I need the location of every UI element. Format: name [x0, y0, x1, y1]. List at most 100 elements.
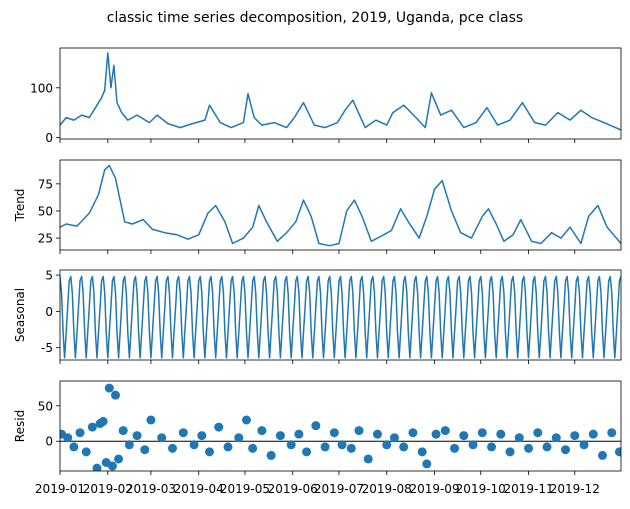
y-tick-label-seasonal: -5 [41, 341, 53, 355]
resid-point [197, 431, 207, 441]
resid-point [487, 442, 497, 452]
resid-point [408, 428, 418, 438]
resid-point [104, 383, 114, 393]
resid-point [87, 422, 97, 432]
x-tick-label: 2019-04 [174, 482, 224, 496]
resid-point [431, 429, 441, 439]
resid-point [168, 443, 178, 453]
resid-point [389, 433, 399, 443]
resid-point [257, 426, 267, 436]
resid-point [459, 431, 469, 441]
resid-point [337, 440, 347, 450]
y-tick-label-trend: 50 [38, 204, 53, 218]
resid-point [110, 390, 120, 400]
resid-point [81, 447, 91, 457]
resid-point [440, 426, 450, 436]
y-tick-label-observed: 100 [30, 81, 53, 95]
resid-point [372, 429, 382, 439]
resid-point [607, 428, 617, 438]
x-tick-label: 2019-10 [456, 482, 506, 496]
resid-point [417, 447, 427, 457]
resid-point [514, 433, 524, 443]
resid-point [234, 433, 244, 443]
resid-point [354, 426, 364, 436]
resid-point [382, 440, 392, 450]
resid-point [551, 433, 561, 443]
y-tick-label-resid: 50 [38, 399, 53, 413]
x-tick-label: 2019-01 [35, 482, 85, 496]
resid-point [311, 421, 321, 431]
x-tick-label: 2019-12 [550, 482, 600, 496]
resid-point [140, 445, 150, 455]
resid-point [124, 440, 134, 450]
panel-trend: 25 50 75 Trend [13, 159, 622, 254]
x-tick-label: 2019-05 [220, 482, 270, 496]
y-axis-label-resid: Resid [13, 410, 27, 442]
y-tick-label-observed: 0 [45, 131, 53, 145]
x-axis: 2019-012019-022019-032019-042019-052019-… [35, 482, 600, 496]
resid-point [98, 416, 108, 426]
resid-point [468, 440, 478, 450]
resid-point [146, 415, 156, 425]
resid-point [107, 461, 117, 471]
x-tick-label: 2019-03 [126, 482, 176, 496]
resid-point [598, 450, 608, 460]
resid-point [294, 429, 304, 439]
panel-frame-observed [59, 47, 622, 140]
resid-point [75, 428, 85, 438]
panel-seasonal: -5 0 5 Seasonal [13, 269, 622, 364]
resid-point [329, 428, 339, 438]
y-tick-label-trend: 25 [38, 232, 53, 246]
panel-frame-seasonal [59, 269, 622, 361]
resid-point [241, 415, 251, 425]
y-tick-label-trend: 75 [38, 177, 53, 191]
series-line-seasonal [60, 275, 621, 359]
resid-point [92, 463, 102, 471]
series-line-trend [60, 164, 621, 247]
resid-point [320, 442, 330, 452]
resid-point [275, 431, 285, 441]
y-tick-label-seasonal: 0 [45, 305, 53, 319]
panel-frame-trend [59, 159, 622, 251]
resid-point [69, 442, 79, 452]
x-tick-label: 2019-11 [503, 482, 553, 496]
resid-point [561, 445, 571, 455]
resid-point [286, 440, 296, 450]
y-tick-label-seasonal: 5 [45, 269, 53, 283]
resid-point [214, 422, 224, 432]
x-tick-label: 2019-08 [362, 482, 412, 496]
resid-point [157, 433, 167, 443]
resid-point [399, 442, 409, 452]
series-line-observed [60, 52, 621, 131]
resid-point [450, 443, 460, 453]
x-tick-label: 2019-02 [83, 482, 133, 496]
x-tick-label: 2019-09 [409, 482, 459, 496]
resid-point [266, 450, 276, 460]
resid-point [570, 431, 580, 441]
resid-point [533, 428, 543, 438]
chart-title: classic time series decomposition, 2019,… [107, 10, 523, 26]
resid-point [189, 440, 199, 450]
panels-group: 0 100 25 50 75 Trend -5 0 5 Seasonal 0 50 Resid [13, 47, 622, 475]
y-axis-label-seasonal: Seasonal [13, 288, 27, 342]
x-tick-label: 2019-07 [314, 482, 364, 496]
resid-point [505, 447, 515, 457]
resid-point [542, 442, 552, 452]
resid-point [302, 447, 312, 457]
resid-point [63, 433, 73, 443]
panel-resid: 0 50 Resid [13, 380, 622, 475]
resid-point [614, 447, 621, 457]
x-tick-label: 2019-06 [268, 482, 318, 496]
resid-point [422, 459, 432, 469]
y-axis-label-trend: Trend [13, 189, 27, 223]
y-tick-label-resid: 0 [45, 435, 53, 449]
resid-point [118, 426, 128, 436]
resid-point [477, 428, 487, 438]
resid-point [223, 442, 233, 452]
resid-point [496, 429, 506, 439]
resid-point [588, 429, 598, 439]
resid-point [363, 454, 373, 464]
resid-point [346, 443, 356, 453]
resid-point [132, 431, 142, 441]
